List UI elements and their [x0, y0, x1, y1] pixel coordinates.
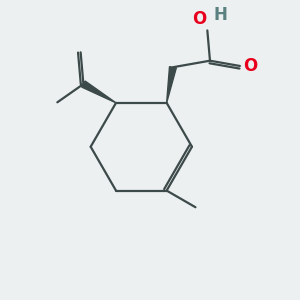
- Text: O: O: [192, 10, 206, 28]
- Polygon shape: [167, 67, 176, 103]
- Text: O: O: [243, 57, 258, 75]
- Text: H: H: [214, 6, 228, 24]
- Polygon shape: [82, 81, 116, 103]
